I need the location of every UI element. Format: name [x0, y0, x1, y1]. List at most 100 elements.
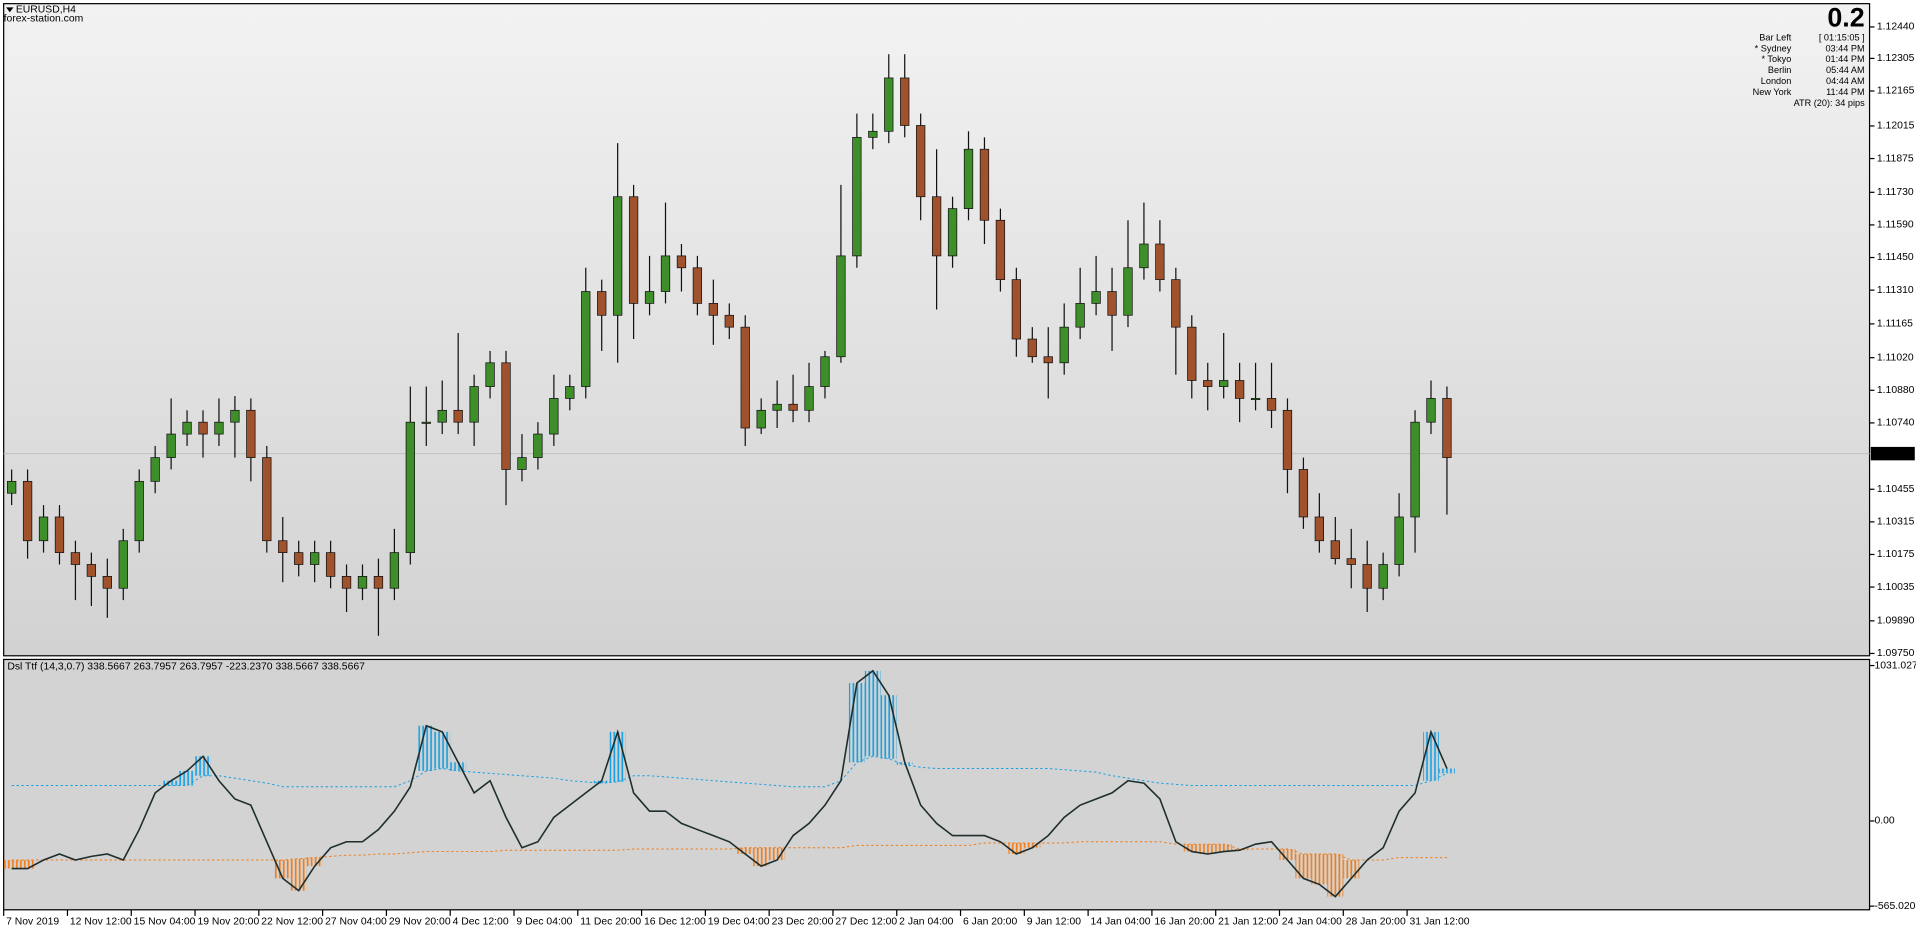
candle-body — [692, 267, 703, 304]
candle-body — [644, 291, 655, 304]
x-tick-label: 21 Jan 12:00 — [1218, 917, 1278, 928]
x-tick-label: 11 Dec 20:00 — [580, 917, 641, 928]
candle-body — [325, 552, 336, 577]
candle-body — [597, 291, 607, 316]
session-value: [ 01:15:05 ] — [1819, 32, 1865, 42]
candle-body — [118, 540, 128, 589]
candle-body — [501, 362, 511, 470]
candle-body — [214, 421, 224, 435]
indicator-title: Dsl Ttf (14,3,0.7) 338.5667 263.7957 263… — [7, 662, 365, 673]
candle-body — [1362, 564, 1372, 589]
candle-body — [884, 77, 894, 132]
histogram-down — [1024, 842, 1041, 848]
candle-body — [1266, 398, 1277, 411]
histogram-down — [306, 857, 323, 867]
candle-body — [1123, 267, 1133, 316]
y-tick-label: 1.11590 — [1877, 220, 1914, 231]
y-tick-label: 1.10740 — [1877, 418, 1915, 429]
candle-body — [1378, 564, 1388, 589]
y-tick-label: 1.10315 — [1877, 517, 1915, 528]
session-value: 04:44 AM — [1826, 76, 1865, 86]
session-label: * Tokyo — [1761, 54, 1791, 64]
candle-body — [1250, 398, 1261, 401]
candle-body — [916, 125, 926, 198]
y-tick-label: 1.11310 — [1877, 285, 1914, 296]
histogram-up — [848, 683, 865, 763]
histogram-up — [593, 780, 610, 784]
candle-body — [294, 552, 304, 565]
x-tick-label: 15 Nov 04:00 — [134, 917, 196, 928]
x-tick-label: 12 Nov 12:00 — [70, 917, 132, 928]
session-label: Bar Left — [1759, 32, 1792, 42]
candle-body — [1171, 279, 1181, 328]
y-tick-label: 1.10880 — [1877, 385, 1915, 396]
x-tick-label: 6 Jan 20:00 — [963, 917, 1017, 928]
candle-body — [1314, 516, 1325, 542]
candle-body — [660, 255, 671, 292]
candle-body — [421, 421, 431, 424]
candle-body — [373, 576, 384, 589]
session-label: Berlin — [1768, 65, 1791, 75]
candle-body — [485, 362, 495, 387]
x-tick-label: 4 Dec 12:00 — [453, 917, 509, 928]
histogram-down — [1327, 853, 1344, 897]
y-tick-label: -565.0203 — [1874, 901, 1916, 912]
y-tick-label: 1.10455 — [1877, 484, 1915, 495]
histogram-down — [1199, 844, 1216, 854]
candle-body — [1330, 540, 1340, 560]
histogram-up — [864, 670, 881, 757]
candle-body — [549, 398, 559, 435]
histogram-down — [1343, 860, 1360, 879]
candle-body — [86, 564, 97, 577]
candle-body — [836, 255, 846, 358]
y-tick-label: 1.11730 — [1877, 187, 1914, 198]
candle-body — [788, 403, 798, 411]
x-tick-label: 22 Nov 12:00 — [261, 917, 323, 928]
candle-body — [437, 409, 447, 423]
candle-body — [979, 148, 990, 221]
session-value: 03:44 PM — [1825, 43, 1864, 53]
histogram-down — [753, 847, 770, 867]
candle-body — [820, 356, 830, 387]
x-tick-label: 9 Jan 12:00 — [1027, 917, 1081, 928]
x-tick-label: 23 Dec 20:00 — [772, 917, 834, 928]
histogram-down — [1008, 842, 1025, 854]
price-panel — [3, 3, 1871, 657]
x-tick-label: 2 Jan 04:00 — [899, 917, 953, 928]
candle-body — [628, 196, 639, 304]
candle-body — [38, 516, 49, 542]
candle-body — [6, 480, 17, 494]
candle-body — [1219, 380, 1229, 387]
y-tick-label: 1.11165 — [1877, 319, 1913, 330]
candle-body — [517, 457, 527, 470]
histogram-down — [19, 860, 36, 869]
candle-body — [931, 196, 942, 257]
y-tick-label: 1.11450 — [1877, 252, 1914, 263]
histogram-down — [737, 847, 754, 854]
candle-body — [389, 552, 400, 589]
session-label: London — [1761, 76, 1792, 86]
indicator-panel — [3, 658, 1871, 911]
candle-body — [740, 326, 750, 429]
atr-label: ATR (20): 34 pips — [1794, 98, 1866, 108]
signal-line — [11, 669, 1448, 898]
x-tick-label: 16 Jan 20:00 — [1154, 917, 1214, 928]
candle-body — [1155, 243, 1165, 281]
candle-body — [182, 421, 192, 435]
candle-body — [453, 409, 463, 423]
candle-body — [102, 576, 112, 589]
session-value: 01:44 PM — [1825, 54, 1864, 64]
candle-body — [1011, 279, 1021, 340]
histogram-down — [1183, 844, 1200, 852]
candle-body — [230, 409, 240, 423]
candle-body — [22, 480, 33, 542]
candle-body — [1346, 558, 1356, 565]
y-tick-label: 1.12015 — [1877, 121, 1915, 132]
candle-body — [357, 576, 368, 589]
candle-body — [278, 540, 288, 553]
x-tick-label: 19 Nov 20:00 — [197, 917, 259, 928]
histogram-down — [1279, 849, 1296, 861]
menu-arrow[interactable] — [6, 7, 14, 13]
candle-body — [246, 409, 256, 458]
